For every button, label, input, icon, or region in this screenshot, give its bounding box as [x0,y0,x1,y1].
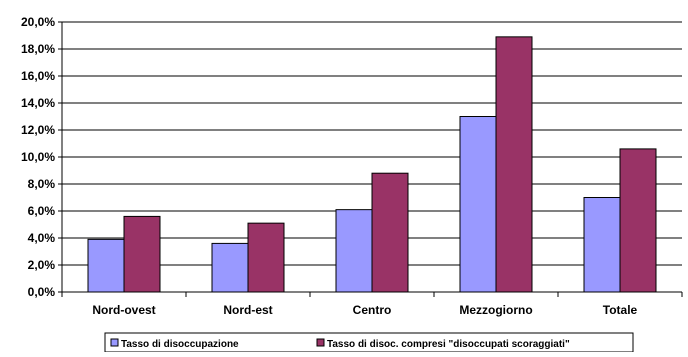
y-tick-label: 2,0% [28,258,56,272]
bar-1-totale [583,197,621,293]
bar-2-nord-ovest [123,215,161,293]
bar-1-nord-ovest [87,238,125,293]
bar-2-nord-est [247,222,285,293]
y-tick-label: 20,0% [21,15,55,29]
bars [87,36,657,293]
y-tick-label: 18,0% [21,42,55,56]
bar-2-mezzogiorno [495,36,533,293]
y-tick-label: 10,0% [21,150,55,164]
x-category-label: Centro [353,303,392,317]
bar-1-mezzogiorno [459,116,497,293]
legend: Tasso di disoccupazione Tasso di disoc. c… [104,332,634,353]
legend-label-1: Tasso di disoccupazione [121,339,239,350]
y-tick-label: 4,0% [28,231,56,245]
x-category-label: Totale [603,303,638,317]
bar-2-totale [619,148,657,293]
y-tick-label: 0,0% [28,285,56,299]
y-tick-label: 8,0% [28,177,56,191]
bar-1-centro [335,209,373,293]
gridlines [62,21,682,266]
y-tick-label: 14,0% [21,96,55,110]
legend-swatch-1 [110,338,119,347]
axes: 0,0% 2,0% 4,0% 6,0% 8,0% 10,0% 12,0% 14,0% 16,0%… [21,15,683,317]
bar-2-centro [371,172,409,293]
x-category-label: Nord-est [223,303,272,317]
x-category-label: Mezzogiorno [459,303,532,317]
legend-swatch-2 [316,338,325,347]
y-tick-label: 12,0% [21,123,55,137]
x-category-label: Nord-ovest [92,303,155,317]
legend-label-2: Tasso di disoc. compresi "disoccupati sc… [327,339,570,350]
y-tick-label: 6,0% [28,204,56,218]
bar-1-nord-est [211,242,249,293]
y-tick-label: 16,0% [21,69,55,83]
